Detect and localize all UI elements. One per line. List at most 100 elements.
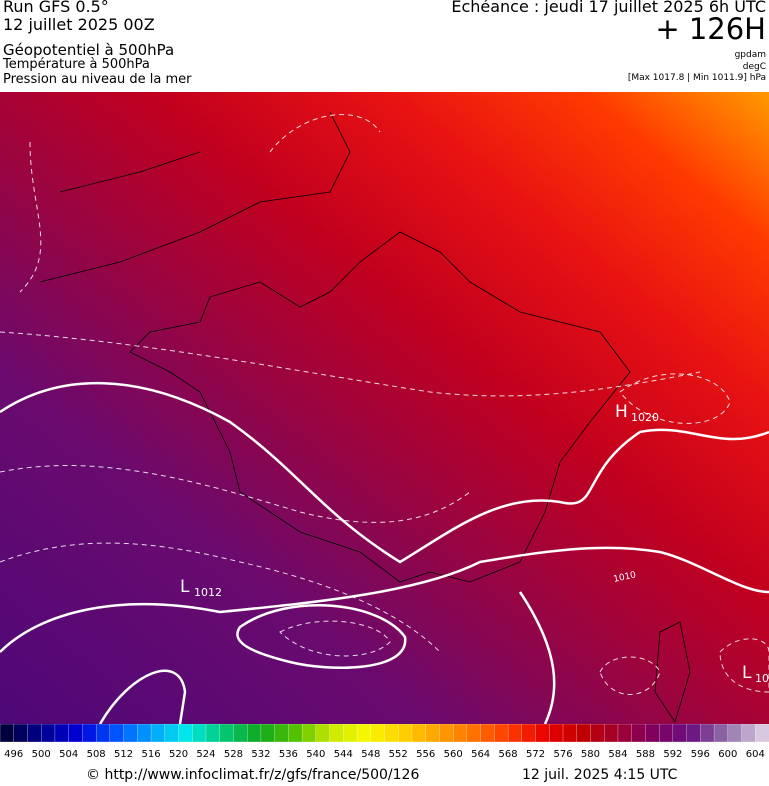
colorbar-cell xyxy=(205,724,221,743)
colorbar-cell xyxy=(686,724,701,743)
colorbar-cell xyxy=(576,724,592,743)
valid-time: Echéance : jeudi 17 juillet 2025 6h UTC xyxy=(451,0,766,16)
field-label: Température à 500hPa xyxy=(3,57,150,72)
colorbar-label: 592 xyxy=(663,749,682,760)
lead-time: + 126H xyxy=(655,12,766,46)
isobar-label: 1010 xyxy=(613,570,638,585)
colorbar-label: 560 xyxy=(444,749,463,760)
colorbar-cell xyxy=(343,724,358,743)
colorbar-cell xyxy=(68,724,84,743)
low-value: 100 xyxy=(755,672,769,685)
colorbar-label: 584 xyxy=(608,749,627,760)
source-url: © http://www.infoclimat.fr/z/gfs/france/… xyxy=(86,767,420,783)
colorbar: 496 500 504 508 512 516 520 524 528 532 536 540 544 5… xyxy=(0,724,769,760)
run-date: 12 juillet 2025 00Z xyxy=(3,15,155,34)
colorbar-label: 508 xyxy=(87,749,106,760)
colorbar-cell xyxy=(398,724,413,743)
colorbar-cell xyxy=(192,724,207,743)
colorbar-label: 600 xyxy=(718,749,737,760)
colorbar-cell xyxy=(507,724,523,743)
geopotential-lines xyxy=(0,114,769,695)
colorbar-label: 568 xyxy=(499,749,518,760)
low-value: 1012 xyxy=(194,586,222,599)
low-letter: L xyxy=(180,577,190,597)
colorbar-cell xyxy=(301,724,317,743)
run-title: Run GFS 0.5° xyxy=(3,0,109,16)
colorbar-cell xyxy=(288,724,303,743)
isobars xyxy=(0,382,769,724)
colorbar-label: 520 xyxy=(169,749,188,760)
colorbar-label: 564 xyxy=(471,749,490,760)
colorbar-cell xyxy=(41,724,56,743)
colorbar-label: 524 xyxy=(196,749,215,760)
colorbar-cell xyxy=(425,724,441,743)
colorbar-cell xyxy=(521,724,537,743)
colorbar-cell xyxy=(727,724,743,743)
unit-label: gpdam xyxy=(734,50,766,60)
colorbar-cell xyxy=(453,724,468,743)
colorbar-label: 596 xyxy=(691,749,710,760)
colorbar-cell xyxy=(494,724,509,743)
coastlines xyxy=(39,111,691,723)
colorbar-label: 512 xyxy=(114,749,133,760)
colorbar-cell xyxy=(741,724,756,743)
colorbar-label: 504 xyxy=(59,749,78,760)
colorbar-cell xyxy=(658,724,674,743)
colorbar-cell xyxy=(0,724,15,743)
colorbar-label: 580 xyxy=(581,749,600,760)
colorbar-label: 536 xyxy=(279,749,298,760)
colorbar-label: 540 xyxy=(306,749,325,760)
pressure-range: [Max 1017.8 | Min 1011.9] hPa xyxy=(627,73,766,83)
colorbar-cell xyxy=(562,724,578,743)
colorbar-cell xyxy=(123,724,138,743)
colorbar-cell xyxy=(672,724,688,743)
field-label: Pression au niveau de la mer xyxy=(3,72,192,87)
colorbar-label: 604 xyxy=(746,749,765,760)
colorbar-cell xyxy=(411,724,427,743)
colorbar-cell xyxy=(384,724,399,743)
temperature-field xyxy=(0,92,769,724)
colorbar-label: 528 xyxy=(224,749,243,760)
colorbar-cell xyxy=(645,724,660,743)
unit-label: degC xyxy=(742,62,766,72)
colorbar-cell xyxy=(219,724,235,743)
colorbar-label: 500 xyxy=(32,749,51,760)
colorbar-cell xyxy=(82,724,97,743)
colorbar-cell xyxy=(137,724,152,743)
colorbar-cell xyxy=(178,724,193,743)
colorbar-cell xyxy=(700,724,715,743)
colorbar-cell xyxy=(274,724,290,743)
colorbar-cell xyxy=(164,724,180,743)
colorbar-cell xyxy=(109,724,125,743)
colorbar-cell xyxy=(631,724,647,743)
colorbar-cell xyxy=(480,724,496,743)
colorbar-cell xyxy=(54,724,70,743)
high-letter: H xyxy=(615,402,628,422)
colorbar-label: 516 xyxy=(142,749,161,760)
colorbar-cell xyxy=(466,724,482,743)
colorbar-cell xyxy=(590,724,605,743)
colorbar-cell xyxy=(260,724,276,743)
field-label: Géopotentiel à 500hPa xyxy=(3,41,175,59)
colorbar-label: 552 xyxy=(389,749,408,760)
colorbar-label: 588 xyxy=(636,749,655,760)
colorbar-cell xyxy=(329,724,344,743)
colorbar-label: 544 xyxy=(334,749,353,760)
colorbar-cell xyxy=(233,724,248,743)
colorbar-cell xyxy=(13,724,29,743)
colorbar-label: 548 xyxy=(361,749,380,760)
colorbar-label: 532 xyxy=(251,749,270,760)
colorbar-cell xyxy=(713,724,729,743)
colorbar-cell xyxy=(27,724,42,743)
low-letter: L xyxy=(742,663,752,683)
colorbar-cell xyxy=(755,724,769,743)
colorbar-label: 496 xyxy=(4,749,23,760)
colorbar-label: 572 xyxy=(526,749,545,760)
colorbar-cell xyxy=(617,724,633,743)
issued-time: 12 juil. 2025 4:15 UTC xyxy=(522,767,678,783)
map: H 1020 L 1012 L 100 1010 xyxy=(0,92,769,724)
colorbar-cell xyxy=(150,724,166,743)
colorbar-cell xyxy=(315,724,331,743)
colorbar-cell xyxy=(95,724,111,743)
